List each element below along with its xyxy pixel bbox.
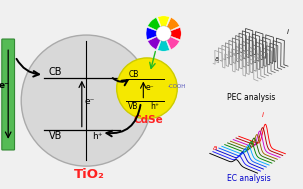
Text: EC analysis: EC analysis: [227, 174, 270, 184]
Wedge shape: [158, 33, 170, 51]
FancyBboxPatch shape: [2, 39, 15, 150]
Text: VB: VB: [128, 101, 138, 111]
Wedge shape: [164, 27, 181, 40]
Text: CdSe: CdSe: [133, 115, 163, 125]
Circle shape: [156, 26, 171, 41]
Text: e⁻: e⁻: [0, 81, 9, 90]
Text: PEC analysis: PEC analysis: [227, 93, 276, 102]
Text: -COOH: -COOH: [168, 84, 187, 89]
Circle shape: [117, 58, 177, 119]
Text: h⁺: h⁺: [92, 132, 103, 141]
Text: VB: VB: [48, 131, 62, 141]
Text: e⁻: e⁻: [85, 97, 95, 106]
Text: CB: CB: [48, 67, 62, 77]
Text: h⁺: h⁺: [151, 101, 160, 111]
Wedge shape: [148, 33, 164, 50]
Circle shape: [21, 35, 152, 166]
Wedge shape: [146, 27, 164, 40]
Text: CB: CB: [128, 70, 138, 79]
Wedge shape: [148, 18, 164, 33]
Wedge shape: [158, 16, 170, 33]
Wedge shape: [164, 18, 180, 33]
Text: e⁻: e⁻: [145, 83, 154, 92]
Text: TiO₂: TiO₂: [74, 168, 105, 181]
Wedge shape: [164, 33, 180, 50]
